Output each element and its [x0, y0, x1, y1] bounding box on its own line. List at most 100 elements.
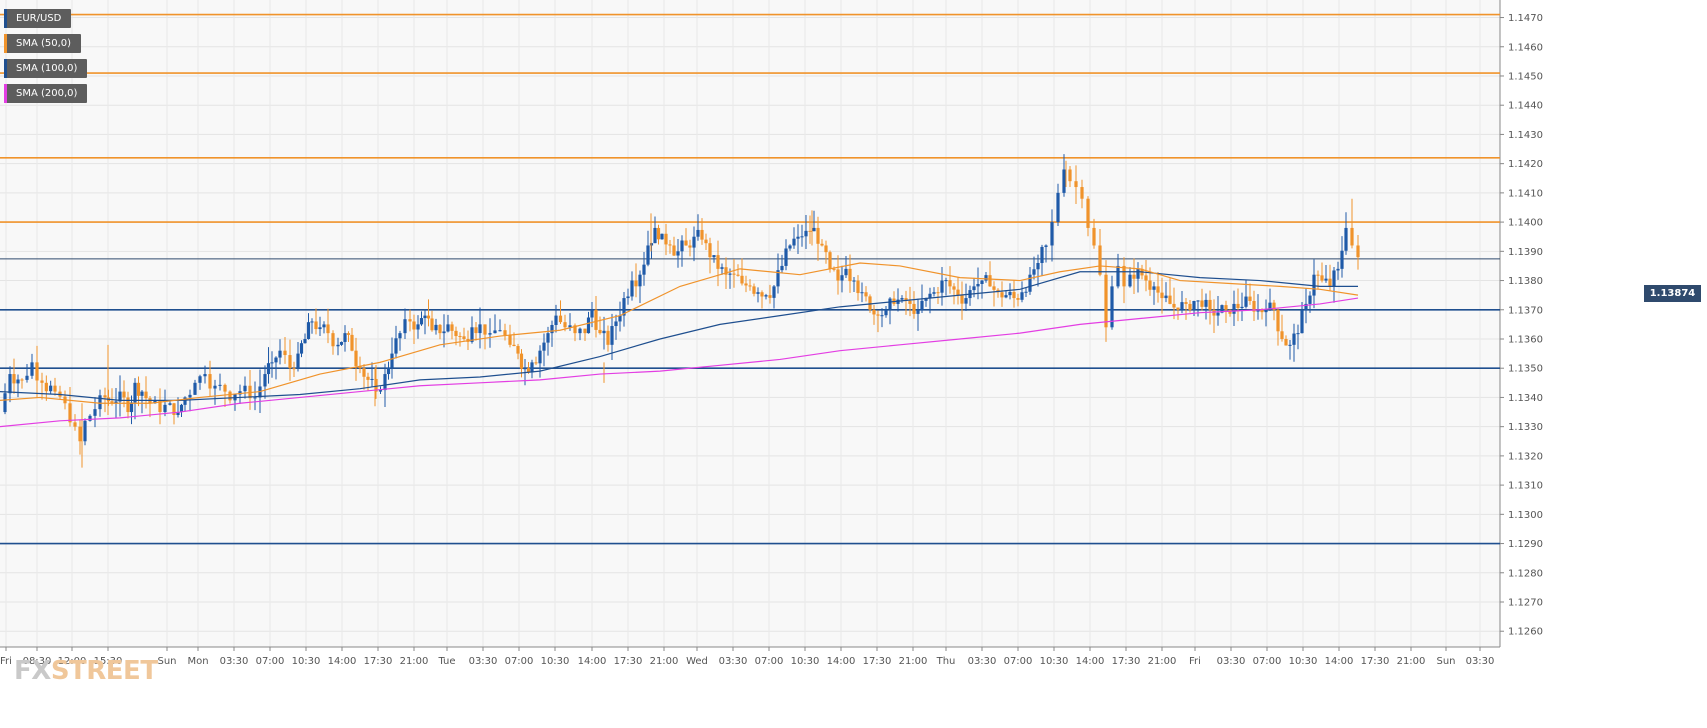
x-tick-label: 03:30 — [1217, 656, 1246, 667]
legend-sma200-label: SMA (200,0) — [16, 88, 78, 99]
candle-down — [358, 365, 362, 369]
candle-up — [728, 273, 732, 275]
candle-up — [394, 338, 398, 354]
x-tick-label: 21:00 — [1397, 656, 1426, 667]
candle-down — [354, 350, 358, 366]
logo-street: STREET — [50, 656, 158, 686]
candle-down — [744, 283, 748, 286]
candle-up — [586, 317, 591, 334]
candle-down — [684, 240, 688, 246]
candle-down — [836, 269, 840, 281]
candle-up — [446, 324, 450, 332]
candle-up — [776, 270, 780, 287]
y-tick-label: 1.1370 — [1508, 305, 1543, 316]
legend-eurusd[interactable]: EUR/USD — [4, 9, 72, 28]
candle-down — [73, 422, 77, 427]
x-tick-label: 07:00 — [1004, 656, 1033, 667]
candle-up — [1244, 296, 1248, 307]
legend-eurusd-swatch — [4, 9, 7, 28]
candle-up — [626, 296, 630, 299]
candle-up — [860, 292, 864, 294]
candle-up — [772, 286, 776, 298]
candle-up — [610, 326, 614, 345]
candle-down — [1260, 309, 1264, 313]
y-tick-label: 1.1470 — [1508, 13, 1543, 24]
candle-up — [306, 322, 311, 339]
x-tick-label: 14:00 — [827, 656, 856, 667]
candle-down — [474, 327, 478, 334]
candle-down — [912, 303, 916, 314]
candle-down — [948, 280, 952, 287]
candle-up — [179, 404, 184, 413]
candle-down — [952, 286, 956, 290]
candle-down — [664, 233, 668, 245]
candle-down — [856, 280, 860, 294]
candle-down — [1224, 305, 1228, 310]
candle-down — [35, 362, 39, 381]
x-tick-label: 10:30 — [791, 656, 820, 667]
candle-down — [573, 325, 577, 334]
candle-down — [326, 324, 330, 334]
x-tick-label: 03:30 — [968, 656, 997, 667]
candle-up — [590, 309, 594, 318]
candle-up — [653, 227, 657, 244]
candle-down — [872, 309, 876, 315]
candle-up — [1292, 333, 1296, 345]
candle-up — [972, 286, 976, 291]
x-tick-label: 17:30 — [364, 656, 393, 667]
candle-down — [1122, 265, 1126, 287]
candle-down — [1356, 245, 1360, 258]
candle-down — [1148, 280, 1152, 290]
x-tick-label: 21:00 — [899, 656, 928, 667]
candle-down — [412, 321, 416, 330]
candle-up — [322, 324, 326, 328]
candle-down — [768, 295, 772, 298]
candle-up — [383, 374, 387, 391]
candle-down — [1080, 187, 1084, 199]
candle-down — [534, 362, 538, 364]
x-tick-label: 12:00 — [58, 656, 87, 667]
candle-up — [1028, 274, 1032, 292]
candle-up — [93, 409, 97, 416]
x-tick-label: 10:30 — [1289, 656, 1318, 667]
candle-up — [1004, 295, 1008, 298]
candle-up — [1220, 305, 1224, 313]
candle-down — [904, 298, 908, 301]
candle-down — [454, 330, 458, 337]
legend-sma50-swatch — [4, 34, 7, 53]
legend-sma50[interactable]: SMA (50,0) — [4, 34, 82, 53]
candle-up — [343, 333, 347, 342]
candle-up — [336, 344, 340, 347]
candle-up — [928, 293, 932, 299]
candle-up — [1336, 268, 1340, 271]
candle-up — [266, 363, 271, 375]
candle-up — [984, 275, 988, 281]
candle-up — [8, 374, 12, 394]
candle-down — [503, 330, 507, 336]
candle-down — [848, 268, 852, 282]
candle-down — [1272, 302, 1276, 310]
y-tick-label: 1.1440 — [1508, 101, 1543, 112]
x-tick-label: Sun — [157, 656, 176, 667]
candle-down — [292, 368, 296, 370]
candle-down — [1316, 274, 1320, 276]
y-tick-label: 1.1270 — [1508, 597, 1543, 608]
candle-down — [700, 229, 704, 240]
candle-up — [1332, 270, 1336, 287]
candle-down — [992, 286, 996, 290]
y-tick-label: 1.1310 — [1508, 481, 1543, 492]
candle-up — [270, 362, 274, 364]
y-tick-label: 1.1280 — [1508, 568, 1543, 579]
candle-up — [390, 353, 394, 368]
candle-down — [558, 315, 563, 323]
candle-down — [430, 318, 434, 331]
candle-up — [30, 362, 34, 376]
candle-up — [49, 385, 53, 392]
candle-up — [478, 324, 482, 334]
candle-up — [386, 367, 391, 375]
legend-sma100[interactable]: SMA (100,0) — [4, 59, 88, 78]
candle-up — [964, 298, 968, 304]
legend-sma200[interactable]: SMA (200,0) — [4, 84, 88, 103]
candle-up — [129, 402, 134, 413]
